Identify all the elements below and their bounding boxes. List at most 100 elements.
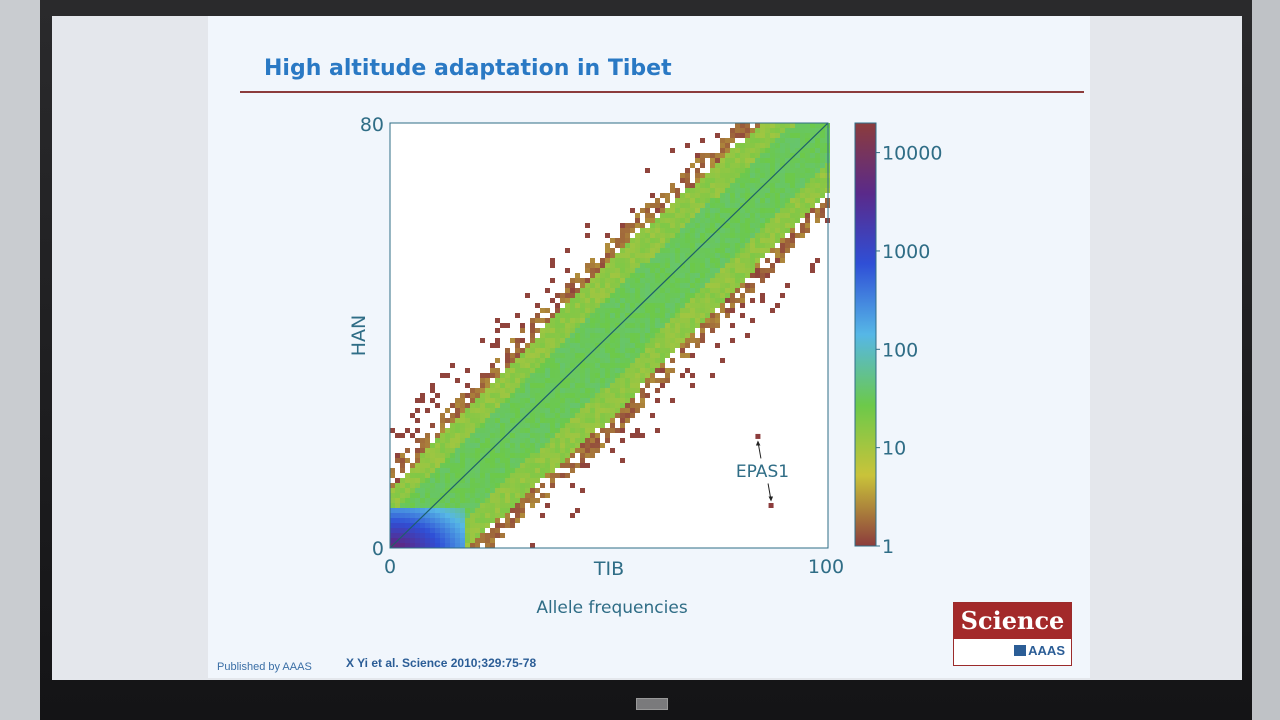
heatmap-cell [675,283,680,288]
heatmap-cell [555,353,560,358]
heatmap-cell [545,398,550,403]
heatmap-cell [770,153,775,158]
heatmap-cell [510,483,515,488]
heatmap-cell [555,393,560,398]
heatmap-cell [735,143,740,148]
heatmap-cell [495,408,500,413]
heatmap-cell [785,188,790,193]
heatmap-cell [785,133,790,138]
heatmap-cell [725,263,730,268]
epas1-label: EPAS1 [736,462,789,482]
heatmap-cell [515,348,520,353]
heatmap-cell [570,408,575,413]
heatmap-cell [545,423,550,428]
heatmap-cell [620,383,625,388]
heatmap-cell [630,318,635,323]
heatmap-cell [635,343,640,348]
heatmap-cell [700,163,705,168]
heatmap-cell [410,543,415,548]
heatmap-cell [635,373,640,378]
heatmap-cell [815,198,820,203]
heatmap-cell [480,498,485,503]
heatmap-cell [560,408,565,413]
heatmap-cell [730,173,735,178]
heatmap-cell [615,383,620,388]
heatmap-cell [595,293,600,298]
heatmap-cell [415,418,420,423]
heatmap-cell [600,263,605,268]
heatmap-cell [525,488,530,493]
heatmap-cell [700,333,705,338]
heatmap-cell [740,183,745,188]
heatmap-cell [730,188,735,193]
heatmap-cell [670,283,675,288]
heatmap-cell [515,313,520,318]
heatmap-cell [545,333,550,338]
heatmap-cell [525,353,530,358]
heatmap-cell [735,193,740,198]
heatmap-cell [580,288,585,293]
heatmap-cell [570,278,575,283]
heatmap-cell [740,233,745,238]
heatmap-cell [525,413,530,418]
heatmap-cell [695,193,700,198]
heatmap-cell [440,413,445,418]
heatmap-cell [495,473,500,478]
heatmap-cell [760,268,765,273]
heatmap-cell [800,158,805,163]
heatmap-cell [615,353,620,358]
heatmap-cell [535,373,540,378]
heatmap-cell [510,423,515,428]
heatmap-cell [690,293,695,298]
heatmap-cell [755,208,760,213]
heatmap-cell [690,328,695,333]
heatmap-cell [690,203,695,208]
heatmap-cell [395,513,400,518]
heatmap-cell [695,283,700,288]
heatmap-cell [445,528,450,533]
heatmap-cell [415,458,420,463]
heatmap-cell [560,293,565,298]
heatmap-cell [735,278,740,283]
heatmap-cell [660,378,665,383]
heatmap-cell [635,323,640,328]
heatmap-cell [650,373,655,378]
heatmap-cell [460,503,465,508]
heatmap-cell [395,523,400,528]
heatmap-cell [650,263,655,268]
heatmap-cell [520,433,525,438]
heatmap-cell [460,523,465,528]
heatmap-cell [635,258,640,263]
heatmap-cell [635,358,640,363]
heatmap-cell [485,433,490,438]
heatmap-cell [525,383,530,388]
heatmap-cell [540,403,545,408]
heatmap-cell [600,408,605,413]
heatmap-cell [615,253,620,258]
heatmap-cell [695,338,700,343]
heatmap-cell [595,308,600,313]
heatmap-cell [525,403,530,408]
heatmap-cell [760,188,765,193]
heatmap-cell [625,328,630,333]
heatmap-cell [500,533,505,538]
heatmap-cell [440,438,445,443]
heatmap-cell [630,368,635,373]
heatmap-cell [400,503,405,508]
heatmap-cell [645,358,650,363]
heatmap-cell [400,488,405,493]
heatmap-cell [515,473,520,478]
heatmap-cell [615,258,620,263]
heatmap-cell [460,528,465,533]
heatmap-cell [445,478,450,483]
heatmap-cell [595,423,600,428]
heatmap-cell [730,223,735,228]
heatmap-cell [555,373,560,378]
heatmap-cell [650,308,655,313]
heatmap-cell [565,343,570,348]
heatmap-cell [505,393,510,398]
heatmap-cell [695,198,700,203]
heatmap-cell [450,468,455,473]
heatmap-cell [710,173,715,178]
